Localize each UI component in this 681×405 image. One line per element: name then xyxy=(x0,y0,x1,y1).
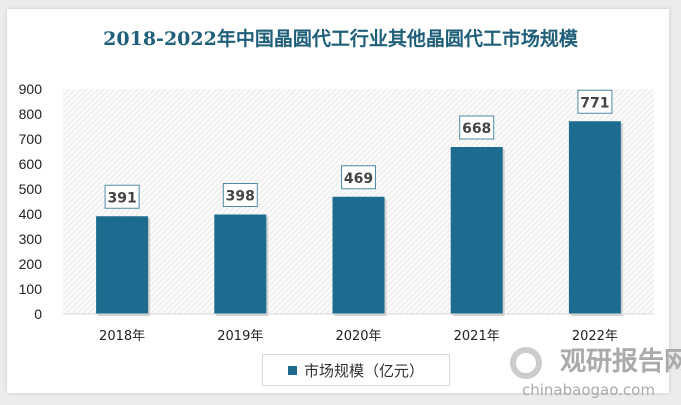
watermark-cn: 观研报告网 xyxy=(560,347,681,377)
y-tick-label: 100 xyxy=(19,281,43,297)
x-tick-label: 2021年 xyxy=(454,329,500,344)
y-tick-label: 600 xyxy=(19,156,43,172)
bar xyxy=(332,196,385,314)
data-label: 771 xyxy=(580,95,609,111)
y-tick-label: 700 xyxy=(19,131,43,147)
legend-swatch xyxy=(287,365,297,375)
data-label: 668 xyxy=(462,121,491,137)
bar xyxy=(568,121,621,314)
watermark-logo-icon xyxy=(510,347,542,379)
x-tick-label: 2019年 xyxy=(217,329,263,344)
bar xyxy=(450,147,503,314)
data-label-box xyxy=(577,89,613,114)
y-tick-label: 300 xyxy=(19,231,43,247)
legend: 市场规模（亿元） xyxy=(262,354,450,386)
data-label: 469 xyxy=(344,171,373,187)
x-tick-label: 2022年 xyxy=(572,329,618,344)
y-tick-label: 400 xyxy=(19,206,43,222)
y-tick-label: 500 xyxy=(19,181,43,197)
y-tick-label: 200 xyxy=(19,256,43,272)
data-label: 391 xyxy=(107,190,136,206)
x-tick-label: 2020年 xyxy=(335,329,381,344)
data-label-box xyxy=(459,115,495,140)
x-tick-label: 2018年 xyxy=(99,329,145,344)
data-label-box xyxy=(222,183,258,207)
legend-label: 市场规模（亿元） xyxy=(303,361,424,380)
bar xyxy=(96,216,149,314)
y-tick-label: 900 xyxy=(19,81,43,97)
chart-title: 2018-2022年中国晶圆代工行业其他晶圆代工市场规模 xyxy=(103,28,578,50)
y-tick-label: 0 xyxy=(34,306,42,322)
y-tick-label: 800 xyxy=(19,106,43,122)
data-label: 398 xyxy=(226,189,255,205)
data-label-box xyxy=(341,165,376,190)
data-label-box xyxy=(104,184,140,209)
bar xyxy=(214,214,267,314)
watermark-en: chinabaogao.com xyxy=(522,381,655,399)
